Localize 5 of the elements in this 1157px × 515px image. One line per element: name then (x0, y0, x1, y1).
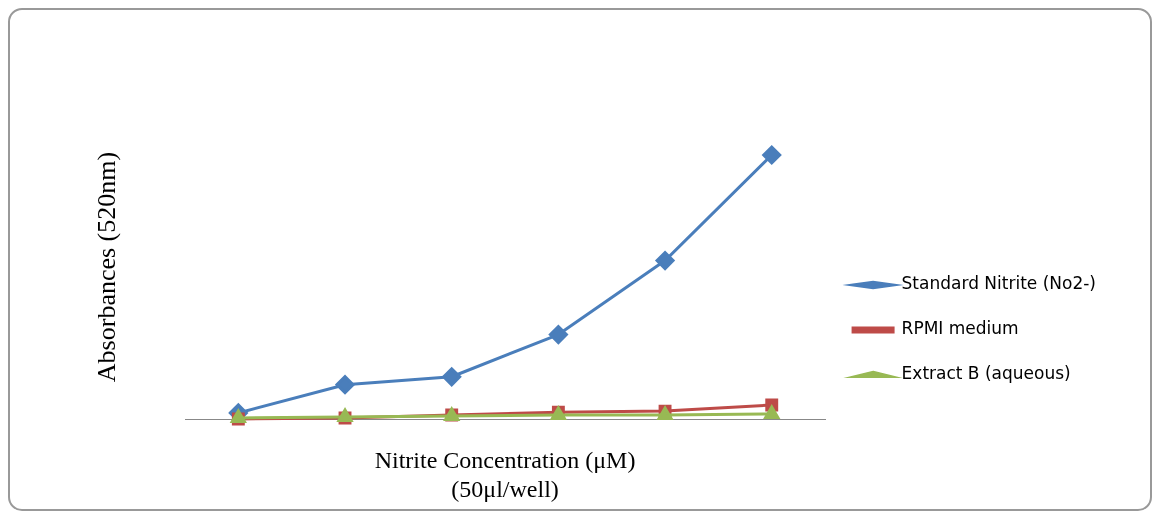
y-axis-title: Absorbances (520nm) (91, 151, 121, 383)
legend-label: RPMI medium (901, 318, 1019, 339)
x-axis-title: Nitrite Concentration (μM) (50μl/well) (374, 447, 636, 502)
legend-label: Standard Nitrite (No2-) (901, 273, 1096, 294)
legend-label: Extract B (aqueous) (901, 363, 1071, 384)
